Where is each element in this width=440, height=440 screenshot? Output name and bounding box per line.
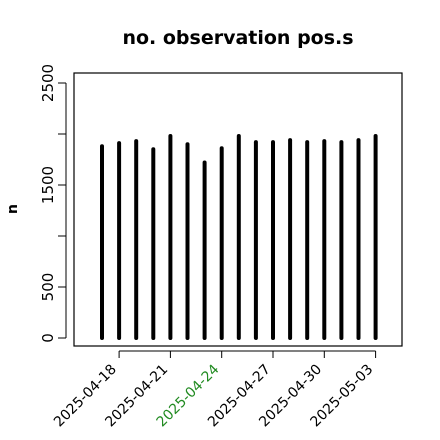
- y-axis: 0 500 1500 2500: [39, 64, 67, 343]
- y-tick-label: 0: [39, 333, 57, 343]
- bars: [100, 134, 378, 340]
- x-axis: 2025-04-182025-04-212025-04-242025-04-27…: [51, 350, 376, 430]
- plot-frame: [73, 72, 403, 347]
- y-tick-label: 500: [39, 273, 57, 302]
- y-axis-label: n: [5, 204, 21, 214]
- y-tick-label: 2500: [39, 64, 57, 102]
- chart-title: no. observation pos.s: [122, 27, 353, 49]
- y-tick-label: 1500: [39, 166, 57, 204]
